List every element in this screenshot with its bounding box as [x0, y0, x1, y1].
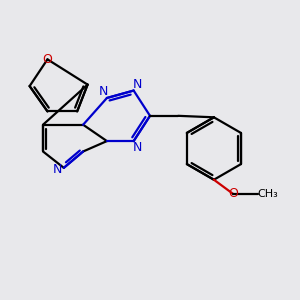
- Text: CH₃: CH₃: [258, 189, 278, 199]
- Text: O: O: [43, 53, 52, 66]
- Text: N: N: [133, 77, 142, 91]
- Text: N: N: [52, 163, 62, 176]
- Text: N: N: [133, 141, 142, 154]
- Text: O: O: [228, 188, 238, 200]
- Text: N: N: [99, 85, 108, 98]
